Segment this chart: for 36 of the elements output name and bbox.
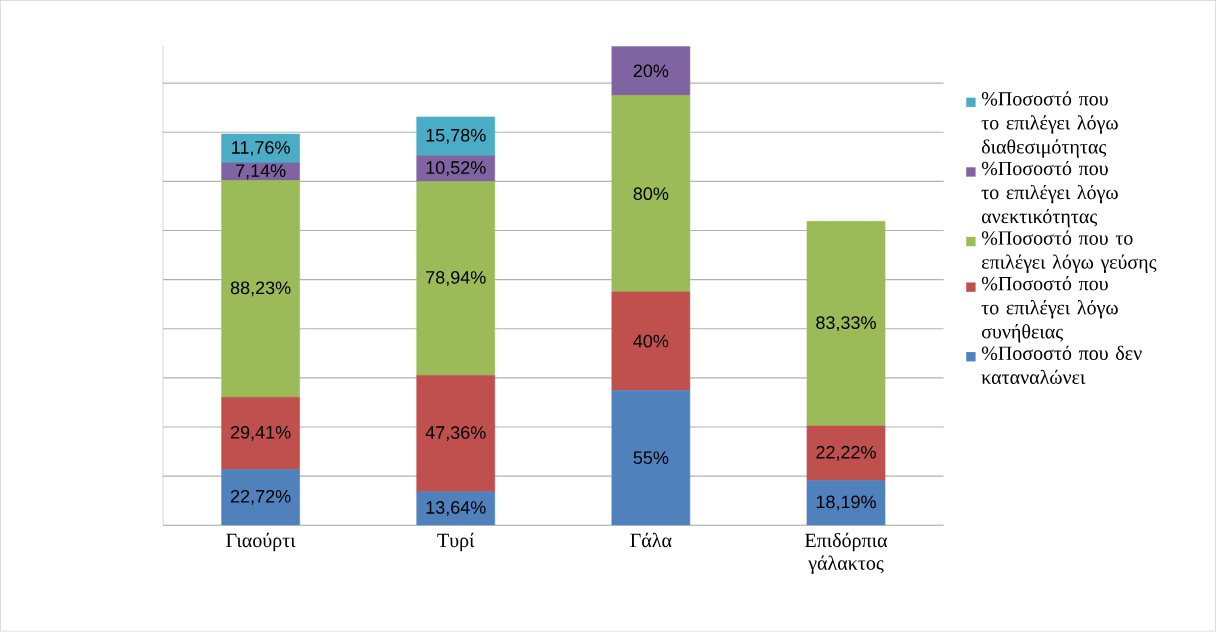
bar (221, 397, 300, 470)
bar (416, 375, 496, 493)
data-label: 11,76% (232, 141, 290, 157)
data-label: 22,72% (230, 490, 291, 505)
data-label: 40% (633, 334, 669, 348)
legend-label: %Ποσοστό που δεν καταναλώνει (981, 345, 1142, 385)
data-label: 22,22% (816, 446, 876, 461)
bar (611, 46, 691, 96)
bar (611, 291, 691, 391)
bar (221, 180, 300, 398)
data-label: 10,52% (426, 161, 486, 177)
bar (806, 221, 886, 427)
legend-label: %Ποσοστό που το επιλέγει λόγω συνήθειας (981, 276, 1118, 343)
data-label: 20% (633, 64, 669, 78)
data-label: 13,64% (426, 501, 486, 517)
data-label: 29,41% (230, 426, 291, 441)
bar (416, 116, 496, 157)
x-tick-label: Γιαούρτι (226, 533, 296, 552)
legend-label: %Ποσοστό που το επιλέγει λόγω διαθεσιμότητας (981, 91, 1118, 158)
data-label: 7,14% (235, 164, 286, 180)
legend-label: %Ποσοστό που το επιλέγει λόγω ανεκτικότητας (981, 161, 1118, 228)
data-label: 78,94% (426, 271, 486, 287)
data-label: 47,36% (425, 426, 486, 442)
bar (611, 95, 691, 293)
data-label: 15,78% (426, 129, 486, 144)
x-tick-label: Επιδόρπια γάλακτος (805, 533, 888, 575)
data-label: 83,33% (816, 316, 876, 332)
x-tick-label: Τυρί (437, 533, 475, 552)
data-label: 80% (633, 187, 669, 201)
data-label: 18,19% (816, 495, 876, 511)
data-label: 55% (633, 451, 669, 465)
legend-label: %Ποσοστό που το επιλέγει λόγω γεύσης (981, 230, 1157, 274)
bar (416, 181, 496, 376)
data-label: 88,23% (230, 281, 291, 297)
bar (806, 425, 886, 482)
x-tick-label: Γάλα (630, 533, 672, 548)
